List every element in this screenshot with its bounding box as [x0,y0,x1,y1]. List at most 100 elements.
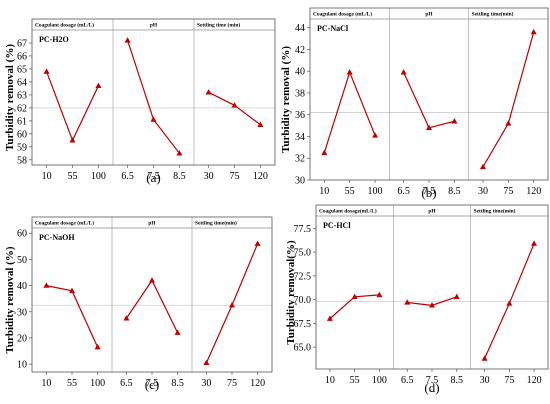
factor-header: pH [150,23,158,29]
y-tick-label: 30 [295,176,305,187]
y-tick-label: 32 [295,154,305,165]
x-tick-label: 6.5 [401,375,414,386]
factor-header: Coagulant dosage (mL/L) [35,22,94,29]
y-tick-label: 75.0 [294,248,312,259]
factor-header: Settling time(min) [195,220,237,227]
factor-header: Settling time (min) [197,22,240,29]
y-tick-label: 40 [295,67,305,78]
series-line [127,40,180,154]
y-axis-title: Turbidity removal (%) [4,246,16,353]
plot-frame [315,204,549,370]
data-point [481,355,488,361]
x-tick-label: 120 [253,171,268,182]
data-point [451,118,458,124]
x-tick-label: 55 [345,186,355,197]
data-point [124,37,131,43]
data-point [69,287,75,294]
panel-caption: (c) [145,377,159,392]
data-point [505,120,512,126]
data-point [174,329,181,335]
x-tick-label: 10 [325,375,335,386]
x-tick-label: 75 [230,171,240,182]
x-tick-label: 75 [227,378,237,389]
y-tick-label: 38 [295,88,305,99]
y-tick-label: 70.0 [294,295,312,306]
y-tick-label: 10 [17,360,27,371]
panel-caption: (a) [146,170,160,185]
data-point [94,343,101,350]
data-point [376,291,383,298]
x-tick-label: 100 [372,375,387,386]
x-tick-label: 10 [41,378,51,389]
y-tick-label: 65 [17,64,27,75]
data-point [400,69,407,75]
x-tick-label: 75 [503,186,513,197]
data-point [426,124,432,130]
data-point [321,149,328,156]
y-tick-label: 58 [17,155,27,166]
y-tick-label: 44 [295,23,305,34]
series-line [125,279,179,333]
x-tick-label: 7.5 [426,375,439,386]
data-point [479,163,486,170]
y-axis-title: Turbidity removal(%) [285,240,297,345]
data-point [530,28,537,35]
x-tick-label: 30 [204,171,214,182]
y-tick-label: 36 [295,110,305,121]
data-point [326,315,333,321]
x-tick-label: 120 [526,186,541,197]
x-tick-label: 55 [350,375,360,386]
y-tick-label: 77.5 [294,224,312,235]
data-point [149,277,155,283]
y-tick-label: 61 [17,116,27,127]
x-tick-label: 55 [68,171,78,182]
factor-header: Coagulant dosage (mL/L) [313,11,372,18]
y-axis-title: Turbidity removal (%) [4,44,16,151]
factor-header: Coagulant dosage(mL/L) [319,208,377,215]
data-point [95,82,102,89]
x-tick-label: 7.5 [146,378,159,389]
x-tick-label: 6.5 [120,378,133,389]
x-tick-label: 8.5 [448,186,461,197]
x-tick-label: 120 [527,375,542,386]
data-point [176,150,183,156]
y-tick-label: 66 [17,51,27,62]
y-tick-label: 40 [17,281,27,292]
data-point [346,69,353,75]
data-point [254,240,261,246]
factor-header: pH [428,209,436,215]
x-tick-label: 55 [67,378,77,389]
y-tick-label: 30 [17,307,27,318]
factor-header: pH [425,12,433,18]
data-point [43,282,50,288]
series-line [46,285,99,348]
series-line [403,72,455,129]
y-tick-label: 20 [17,333,27,344]
x-tick-label: 7.5 [147,171,160,182]
data-point [429,302,435,308]
y-tick-label: 60 [17,129,27,140]
series-line [208,91,261,126]
data-point [43,68,50,74]
x-tick-label: 8.5 [450,375,463,386]
y-tick-label: 64 [17,77,27,88]
y-tick-label: 60 [17,229,27,240]
panel-tag: PC-H2O [39,35,69,44]
data-point [351,293,358,299]
data-point [506,300,513,306]
x-tick-label: 100 [91,171,106,182]
x-tick-label: 30 [201,378,211,389]
panel-tag: PC-NaOH [39,233,75,242]
y-tick-label: 50 [17,255,27,266]
x-tick-label: 30 [480,375,490,386]
x-tick-label: 6.5 [397,186,410,197]
x-tick-label: 10 [42,171,52,182]
factor-header: Settling time(min) [474,208,516,215]
x-tick-label: 75 [504,375,514,386]
factor-header: Coagulant dosage (mL/L) [35,220,94,227]
x-tick-label: 100 [90,378,105,389]
panel-caption: (d) [424,380,439,395]
chart-panel: 65.0 67.5 70.0 72.5 75.0 77.5 Turbidity remova… [285,204,549,395]
